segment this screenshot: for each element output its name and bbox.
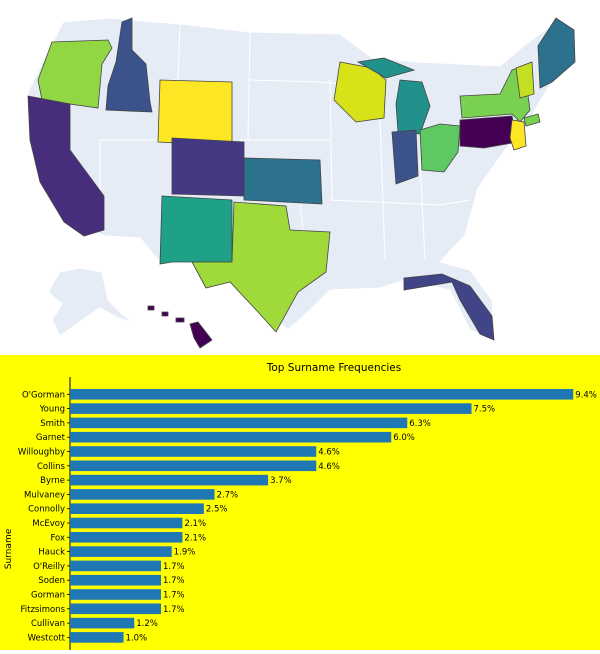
bar-mulvaney (70, 489, 215, 500)
state-idaho (105, 17, 153, 113)
state-michigan-part-1 (356, 57, 416, 79)
bar-cullivan (70, 617, 135, 629)
category-label: Connolly (28, 505, 65, 515)
bar-garnet (70, 431, 392, 443)
value-label: 7.5% (474, 405, 496, 415)
state-ohio (419, 123, 461, 173)
category-label: Westcott (28, 633, 66, 643)
bar-soden (70, 574, 162, 586)
value-label: 1.0% (126, 633, 148, 643)
value-label: 6.3% (409, 419, 431, 429)
state-florida (403, 273, 495, 341)
value-label: 4.6% (318, 462, 340, 472)
category-label: Byrne (40, 476, 65, 486)
bar-ogorman (70, 389, 574, 400)
category-label: Soden (38, 576, 65, 586)
category-label: Fox (50, 533, 65, 543)
value-label: 9.4% (575, 390, 597, 400)
value-label: 2.1% (184, 519, 206, 529)
value-label: 4.6% (318, 448, 340, 458)
value-label: 1.7% (163, 591, 185, 601)
value-label: 1.7% (163, 605, 185, 615)
bar-oreilly (70, 560, 162, 572)
value-label: 3.7% (270, 476, 292, 486)
state-oregon (37, 39, 113, 109)
category-label: O'Gorman (22, 390, 65, 400)
state-colorado (171, 137, 245, 197)
category-label: McEvoy (32, 519, 65, 529)
state-connecticut (523, 113, 541, 127)
bar-willoughby (70, 446, 317, 457)
map-base-alaska (47, 267, 133, 337)
bar-gorman (70, 589, 162, 600)
bar-westcott (70, 632, 124, 643)
bar-connolly (70, 503, 204, 514)
category-label: Hauck (38, 548, 65, 558)
category-label: Mulvaney (24, 490, 65, 500)
bar-hauck (70, 546, 172, 557)
value-label: 6.0% (393, 433, 415, 443)
bar-smith (70, 417, 408, 429)
value-label: 1.7% (163, 576, 185, 586)
value-label: 1.7% (163, 562, 185, 572)
state-vermont (515, 61, 535, 99)
value-label: 2.5% (206, 505, 228, 515)
us-choropleth-map (27, 17, 576, 349)
state-hawaii-part-2 (161, 311, 169, 317)
bar-collins (70, 460, 317, 472)
surname-bar-chart: Top Surname Frequencies Surname O'Gorman… (0, 355, 600, 650)
state-hawaii-part-1 (147, 305, 155, 311)
chart-title: Top Surname Frequencies (266, 362, 402, 374)
bar-byrne (70, 474, 269, 486)
bar-fox (70, 532, 183, 543)
category-label: Cullivan (31, 619, 65, 629)
category-label: Gorman (31, 591, 65, 601)
category-label: Fitzsimons (20, 605, 65, 615)
state-california (27, 95, 105, 237)
state-hawaii-part-3 (175, 317, 185, 323)
bar-fitzsimons (70, 603, 162, 615)
state-new-jersey (509, 119, 527, 151)
map-svg (27, 17, 576, 349)
category-label: Garnet (36, 433, 66, 443)
state-new-york (459, 65, 531, 123)
state-kansas (243, 157, 323, 205)
category-label: Young (39, 405, 65, 415)
bar-chart-svg: Top Surname Frequencies Surname O'Gorman… (4, 362, 597, 650)
state-pennsylvania (459, 115, 519, 149)
state-texas (191, 201, 331, 333)
value-label: 1.2% (136, 619, 158, 629)
state-wyoming (157, 79, 233, 147)
category-label: O'Reilly (33, 562, 65, 572)
category-label: Smith (40, 419, 65, 429)
bar-mcevoy (70, 517, 183, 529)
value-label: 2.7% (217, 490, 239, 500)
y-axis-label: Surname (4, 528, 14, 569)
value-label: 1.9% (174, 548, 196, 558)
category-label: Willoughby (18, 448, 65, 458)
state-hawaii-part-4 (189, 321, 213, 349)
bar-young (70, 403, 472, 414)
state-indiana (391, 129, 419, 185)
state-new-mexico (159, 195, 233, 265)
state-maine (537, 17, 576, 89)
category-label: Collins (37, 462, 66, 472)
value-label: 2.1% (184, 533, 206, 543)
